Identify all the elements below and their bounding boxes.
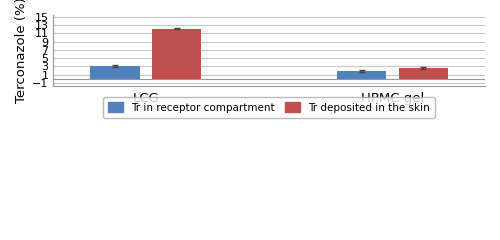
Bar [90, 66, 140, 79]
Bar [337, 71, 386, 79]
Bar [398, 68, 448, 79]
Bar [152, 29, 202, 79]
Y-axis label: Terconazole (%): Terconazole (%) [15, 0, 28, 103]
Legend: Tr in receptor compartment, Tr deposited in the skin: Tr in receptor compartment, Tr deposited… [103, 97, 435, 118]
